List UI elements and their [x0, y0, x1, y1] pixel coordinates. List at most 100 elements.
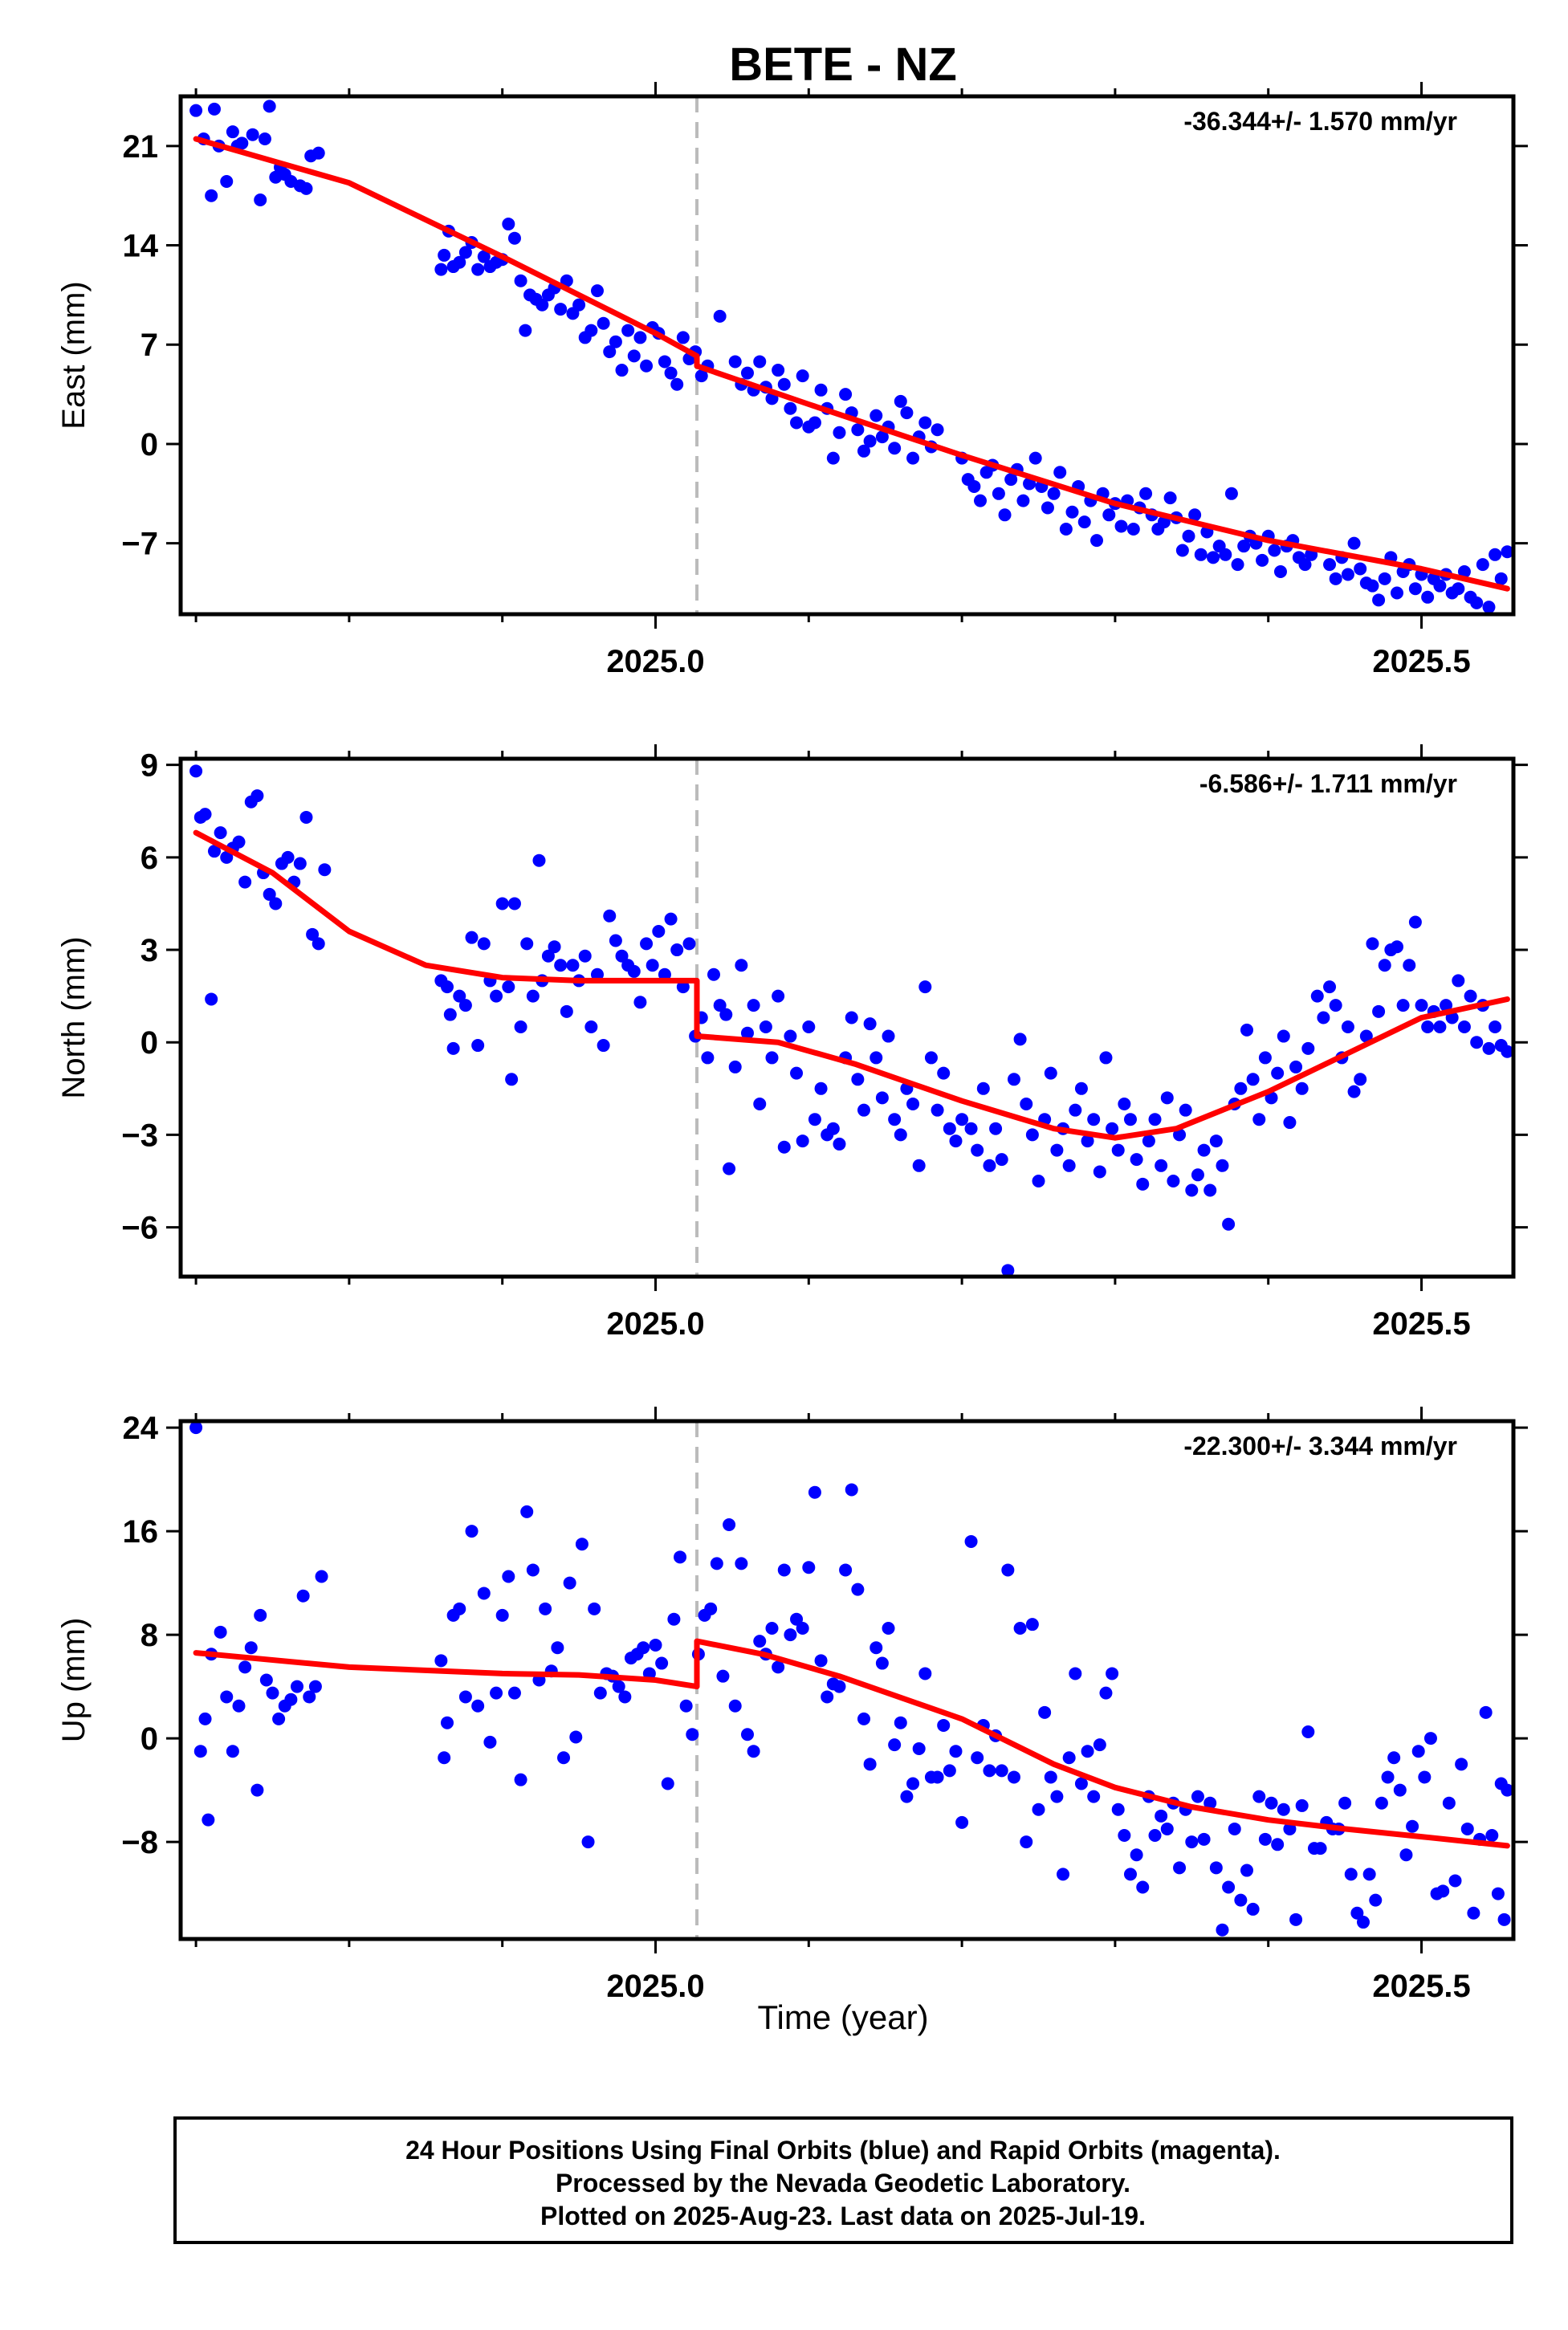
data-point [443, 1008, 457, 1021]
data-point [193, 1745, 207, 1758]
data-point [1246, 1902, 1260, 1916]
data-point [707, 967, 720, 981]
x-tick-label: 2025.5 [1372, 644, 1470, 679]
data-point [296, 1589, 310, 1603]
data-point [686, 1728, 699, 1741]
data-point [1390, 586, 1403, 600]
data-point [1123, 1868, 1137, 1881]
data-point [1074, 1777, 1088, 1790]
data-point [857, 1712, 870, 1725]
data-point [790, 1612, 804, 1626]
data-point [1258, 1051, 1272, 1065]
data-point [207, 102, 221, 116]
data-point [875, 1656, 889, 1670]
y-tick-label: 0 [141, 1721, 158, 1757]
data-point [615, 949, 629, 963]
y-tick-label: −3 [121, 1118, 158, 1153]
data-point [1087, 1790, 1101, 1803]
data-point [220, 1690, 234, 1704]
data-point [1090, 534, 1104, 548]
data-point [1081, 1134, 1094, 1148]
data-point [246, 128, 259, 141]
data-point [597, 1039, 610, 1053]
data-point [495, 1608, 509, 1622]
plot-frame [178, 94, 1516, 617]
data-point [1231, 558, 1244, 572]
data-point [1130, 1848, 1143, 1862]
data-point [250, 789, 264, 803]
y-tick-label: 0 [141, 1025, 158, 1061]
data-point [728, 1699, 742, 1713]
data-point [1265, 1796, 1278, 1810]
data-point [220, 175, 234, 189]
data-point [578, 949, 592, 963]
data-point [1479, 1705, 1493, 1719]
data-point [1074, 1081, 1088, 1095]
data-point [839, 1563, 853, 1577]
data-point [502, 1570, 515, 1583]
data-point [1366, 937, 1379, 951]
data-point [882, 1029, 895, 1043]
data-point [1372, 593, 1386, 607]
data-point [808, 416, 821, 430]
data-point [740, 1026, 754, 1040]
data-point [1059, 522, 1073, 536]
data-point [851, 1073, 865, 1086]
data-point [315, 1570, 328, 1583]
footer-box: 24 Hour Positions Using Final Orbits (bl… [173, 2116, 1513, 2244]
data-point [1032, 1174, 1045, 1187]
data-point [259, 1673, 273, 1687]
data-point [281, 850, 295, 864]
data-point [1341, 1020, 1354, 1034]
data-point [514, 1773, 527, 1786]
data-point [989, 1122, 1003, 1135]
data-point [1081, 1745, 1094, 1758]
data-point [937, 1718, 951, 1732]
data-point [1338, 1796, 1352, 1810]
data-point [1381, 1770, 1395, 1784]
data-point [519, 324, 532, 337]
data-point [612, 1680, 625, 1693]
data-point [796, 369, 809, 383]
y-tick-label: 3 [141, 933, 158, 968]
data-point [821, 1690, 834, 1704]
data-point [1246, 1073, 1260, 1086]
data-point [272, 1712, 286, 1725]
data-point [906, 1777, 920, 1790]
data-point [664, 366, 678, 380]
x-axis-label: Time (year) [757, 1998, 928, 2036]
data-point [1482, 601, 1496, 614]
data-point [1301, 1725, 1315, 1738]
data-point [453, 255, 466, 269]
x-tick-label: 2025.0 [606, 1306, 704, 1342]
data-point [661, 1777, 674, 1790]
y-tick-label: −8 [121, 1825, 158, 1860]
data-point [1234, 1081, 1248, 1095]
data-point [1323, 980, 1337, 994]
data-point [1087, 1113, 1101, 1126]
data-point [1185, 1835, 1199, 1849]
data-point [263, 887, 276, 901]
data-point [833, 1680, 846, 1693]
data-point [713, 999, 727, 1012]
data-point [1077, 515, 1091, 529]
data-point [563, 1576, 576, 1590]
data-point [1028, 451, 1042, 465]
panel-3: 2025.0 2025.5 24 16 8 0 −8 Up (mm) -22.300+/- 3.… [56, 1407, 1528, 2004]
data-point [539, 1602, 552, 1615]
data-point [735, 1557, 748, 1570]
data-point [266, 1686, 279, 1700]
data-point [1163, 491, 1177, 505]
data-point [1295, 1798, 1309, 1812]
data-point [1375, 1796, 1388, 1810]
data-point [1362, 1868, 1376, 1881]
data-point [490, 989, 503, 1003]
data-point [802, 1020, 816, 1034]
data-point [735, 959, 748, 972]
data-point [1399, 1848, 1413, 1862]
data-point [808, 1485, 821, 1499]
data-point [1219, 548, 1232, 561]
data-point [1354, 562, 1367, 576]
data-point [1209, 1134, 1223, 1148]
